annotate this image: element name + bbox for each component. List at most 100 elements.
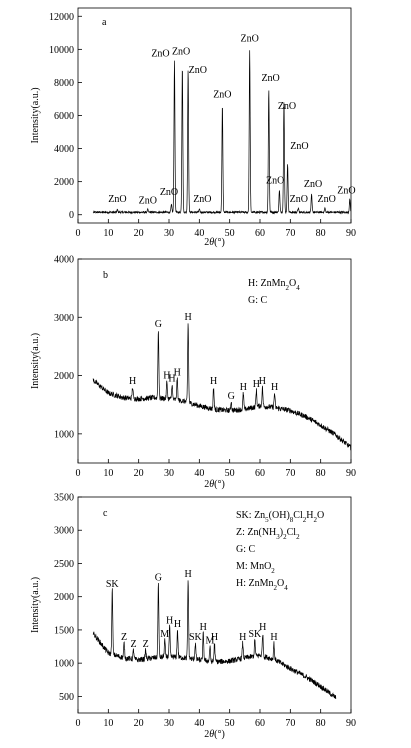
x-tick-label: 10 <box>103 228 113 239</box>
panel-letter: a <box>102 17 107 28</box>
plot-frame <box>77 496 352 714</box>
peak-label: H <box>184 312 191 323</box>
y-axis-label: Intensity(a.u.) <box>30 87 41 143</box>
peak-label: M <box>160 629 169 640</box>
y-tick-label: 1000 <box>54 659 74 670</box>
legend-entry: M: MnO2 <box>236 561 275 575</box>
x-tick-label: 40 <box>194 718 204 729</box>
plot-frame <box>77 258 352 464</box>
y-tick-label: 2000 <box>54 592 74 603</box>
y-tick-label: 6000 <box>54 111 74 122</box>
x-tick-label: 30 <box>164 718 174 729</box>
peak-label: ZnO <box>304 179 322 190</box>
peak-label: H <box>166 616 173 627</box>
x-tick-label: 10 <box>103 468 113 479</box>
x-tick-label: 90 <box>346 718 356 729</box>
y-tick-label: 2000 <box>54 177 74 188</box>
peak-label: H <box>210 376 217 387</box>
peak-label: ZnO <box>139 195 157 206</box>
peak-label: ZnO <box>193 194 211 205</box>
x-tick-label: 10 <box>103 718 113 729</box>
peak-label: SK <box>189 632 203 643</box>
panel-letter: b <box>103 270 108 281</box>
peak-label: H <box>168 373 175 384</box>
y-tick-label: 4000 <box>54 144 74 155</box>
peak-label: ZnO <box>337 186 355 197</box>
x-tick-label: 60 <box>255 228 265 239</box>
peak-label: Z <box>143 639 149 650</box>
x-tick-label: 30 <box>164 228 174 239</box>
legend-entry: G: C <box>236 544 256 555</box>
peak-label: ZnO <box>160 187 178 198</box>
chart-panel-a: 0 10 20 30 40 50 60 70 80 90 0 2000 4000 6000 8000 1000… <box>30 7 356 248</box>
y-tick-label: 10000 <box>49 45 74 56</box>
y-tick-label: 2500 <box>54 559 74 570</box>
chart-panel-b: 0 10 20 30 40 50 60 70 80 90 1000 2000 3000 4000 2θ(°)… <box>30 255 356 491</box>
x-tick-label: 70 <box>285 228 295 239</box>
peak-label: ZnO <box>151 48 169 59</box>
x-tick-label: 90 <box>346 228 356 239</box>
legend-entry: SK: Zn5(OH)8Cl2H2O <box>236 510 324 524</box>
panel-letter: c <box>103 508 108 519</box>
x-tick-label: 0 <box>76 718 81 729</box>
x-tick-label: 20 <box>134 718 144 729</box>
x-tick-label: 20 <box>134 228 144 239</box>
peak-label: ZnO <box>290 194 308 205</box>
legend-entry: G: C <box>248 295 268 306</box>
peak-label: ZnO <box>213 90 231 101</box>
peak-label: G <box>228 391 235 402</box>
peak-label: ZnO <box>108 194 126 205</box>
y-tick-label: 500 <box>59 692 74 703</box>
x-tick-label: 0 <box>76 468 81 479</box>
peak-label: H <box>211 632 218 643</box>
peak-label: ZnO <box>261 73 279 84</box>
legend-entry: H: ZnMn2O4 <box>248 278 300 292</box>
legend-entry: Z: Zn(NH3)2Cl2 <box>236 527 300 541</box>
peak-label: ZnO <box>172 47 190 58</box>
peak-label: H <box>270 632 277 643</box>
x-tick-label: 30 <box>164 468 174 479</box>
peak-label: H <box>239 632 246 643</box>
y-tick-label: 12000 <box>49 12 74 23</box>
peak-label: H <box>174 619 181 630</box>
xrd-trace <box>92 323 352 451</box>
x-axis-label: 2θ(°) <box>204 479 225 490</box>
y-tick-label: 2000 <box>54 371 74 382</box>
y-tick-label: 3000 <box>54 313 74 324</box>
peak-label: H <box>271 382 278 393</box>
y-tick-label: 8000 <box>54 78 74 89</box>
y-tick-label: 1500 <box>54 625 74 636</box>
peak-label: H <box>163 370 170 381</box>
x-tick-label: 60 <box>255 468 265 479</box>
x-tick-label: 40 <box>194 468 204 479</box>
peak-label: H <box>240 382 247 393</box>
peak-label: ZnO <box>318 194 336 205</box>
x-axis-label: 2θ(°) <box>204 237 225 248</box>
x-tick-label: 40 <box>194 228 204 239</box>
peak-label: H <box>259 376 266 387</box>
peak-label: H <box>200 622 207 633</box>
peak-label: G <box>155 572 162 583</box>
peak-label: ZnO <box>241 33 259 44</box>
x-tick-label: 90 <box>346 468 356 479</box>
chart-panel-c: 0 10 20 30 40 50 60 70 80 90 500 1000 1500 2000 2500 30… <box>30 493 356 741</box>
peak-label: M <box>205 636 214 647</box>
peak-label: H <box>129 376 136 387</box>
y-tick-label: 1000 <box>54 429 74 440</box>
x-tick-label: 50 <box>225 468 235 479</box>
x-tick-label: 70 <box>285 718 295 729</box>
y-axis-label: Intensity(a.u.) <box>30 333 41 389</box>
y-tick-label: 3000 <box>54 526 74 537</box>
peak-label: SK <box>106 579 120 590</box>
x-tick-label: 50 <box>225 718 235 729</box>
x-axis-label: 2θ(°) <box>204 729 225 740</box>
y-tick-label: 3500 <box>54 493 74 504</box>
peak-label: ZnO <box>266 176 284 187</box>
peak-label: H <box>253 379 260 390</box>
peak-label: Z <box>130 639 136 650</box>
peak-label: ZnO <box>290 141 308 152</box>
x-tick-label: 20 <box>134 468 144 479</box>
peak-label: H <box>184 569 191 580</box>
x-tick-label: 80 <box>316 718 326 729</box>
